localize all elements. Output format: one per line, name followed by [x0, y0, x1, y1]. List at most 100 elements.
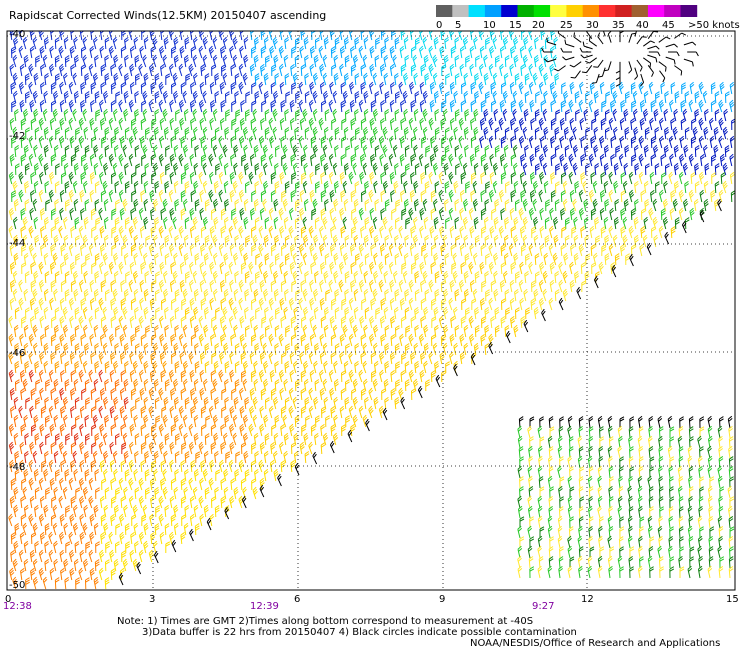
wind-barb — [630, 82, 636, 95]
wind-barb — [152, 36, 158, 50]
wind-barb — [173, 36, 179, 50]
wind-barb — [344, 109, 350, 122]
wind-barb — [300, 64, 306, 77]
wind-barb — [129, 63, 135, 77]
wind-barb — [209, 31, 215, 41]
wind-barb — [323, 36, 329, 50]
wind-barb — [149, 135, 154, 149]
wind-barb — [348, 31, 354, 41]
wind-barb — [278, 45, 284, 59]
note-line-2: 3)Data buffer is 22 hrs from 20150407 4)… — [142, 627, 577, 638]
wind-barb — [284, 73, 290, 86]
wind-barb — [630, 117, 635, 131]
wind-barb — [519, 45, 525, 59]
wind-barb — [10, 46, 16, 59]
wind-barb — [198, 31, 204, 41]
wind-barb — [382, 126, 388, 140]
wind-barb — [248, 135, 254, 149]
wind-barb — [172, 72, 178, 86]
wind-barb — [68, 117, 74, 131]
wind-barb — [68, 99, 74, 113]
wind-barb — [480, 100, 486, 113]
wind-barb — [142, 108, 148, 122]
wind-barb — [648, 81, 654, 95]
wind-barb — [644, 127, 650, 140]
wind-barb — [354, 127, 360, 140]
wind-barb — [430, 135, 436, 149]
lon-label: 3 — [149, 594, 155, 605]
wind-barb — [142, 90, 148, 104]
wind-barb — [464, 108, 470, 122]
wind-barb — [654, 91, 660, 104]
wind-barb — [623, 108, 629, 122]
wind-barb — [684, 91, 690, 104]
wind-barb — [108, 117, 114, 131]
wind-barb — [128, 135, 134, 149]
wind-barb — [33, 72, 39, 86]
wind-barb — [80, 81, 86, 95]
wind-barb — [500, 82, 506, 95]
wind-barb — [488, 45, 495, 59]
wind-barb — [421, 136, 426, 149]
wind-barb — [454, 37, 460, 50]
wind-barb — [418, 45, 424, 59]
wind-barb — [43, 36, 49, 50]
wind-barb — [28, 81, 33, 95]
wind-barb — [224, 126, 230, 140]
wind-barb — [499, 45, 505, 59]
wind-barb — [190, 46, 196, 59]
wind-barb — [120, 82, 126, 95]
wind-barb — [528, 63, 534, 77]
wind-barb — [488, 63, 494, 77]
wind-barb — [518, 81, 524, 95]
wind-barb — [312, 90, 318, 104]
wind-barb — [225, 109, 230, 122]
wind-barb — [24, 73, 30, 86]
wind-barb — [234, 90, 239, 104]
wind-barb — [239, 117, 245, 131]
wind-barb — [42, 108, 48, 122]
wind-barb — [362, 126, 369, 140]
wind-barb — [214, 91, 220, 104]
wind-barb — [399, 45, 405, 59]
wind-barb — [565, 109, 570, 122]
wind-barb — [492, 90, 498, 104]
wind-barb — [658, 99, 665, 113]
lon-label: 9 — [439, 594, 445, 605]
wind-barb — [300, 31, 306, 41]
wind-barb — [441, 100, 446, 113]
wind-barb — [279, 31, 285, 41]
wind-barb — [310, 136, 316, 149]
wind-barb — [400, 31, 406, 41]
wind-barb — [681, 82, 686, 95]
wind-barb — [98, 99, 104, 113]
wind-barb — [244, 109, 250, 122]
wind-barb — [183, 54, 189, 68]
wind-barb — [354, 91, 360, 104]
wind-barb — [450, 46, 456, 59]
wind-barb — [413, 108, 419, 122]
wind-barb — [591, 118, 597, 130]
wind-barb — [29, 31, 35, 41]
wind-barb — [270, 82, 276, 95]
wind-barb — [538, 63, 544, 77]
wind-barb — [549, 63, 555, 77]
legend-label: 25 — [560, 20, 573, 30]
wind-barb — [585, 91, 590, 104]
wind-barb — [82, 108, 88, 122]
wind-barb — [474, 90, 480, 104]
wind-barb — [508, 31, 514, 41]
wind-barb — [212, 36, 218, 50]
wind-barb — [674, 91, 680, 104]
wind-barb — [488, 117, 494, 131]
wind-barb — [210, 99, 216, 113]
wind-barb — [673, 108, 679, 122]
wind-barb — [73, 90, 79, 104]
wind-barb — [254, 73, 260, 86]
wind-barb — [268, 135, 275, 149]
wind-barb — [231, 100, 236, 113]
wind-barb — [504, 55, 510, 68]
wind-barb — [718, 99, 724, 113]
wind-barb — [332, 108, 338, 122]
wind-barb — [608, 117, 614, 131]
